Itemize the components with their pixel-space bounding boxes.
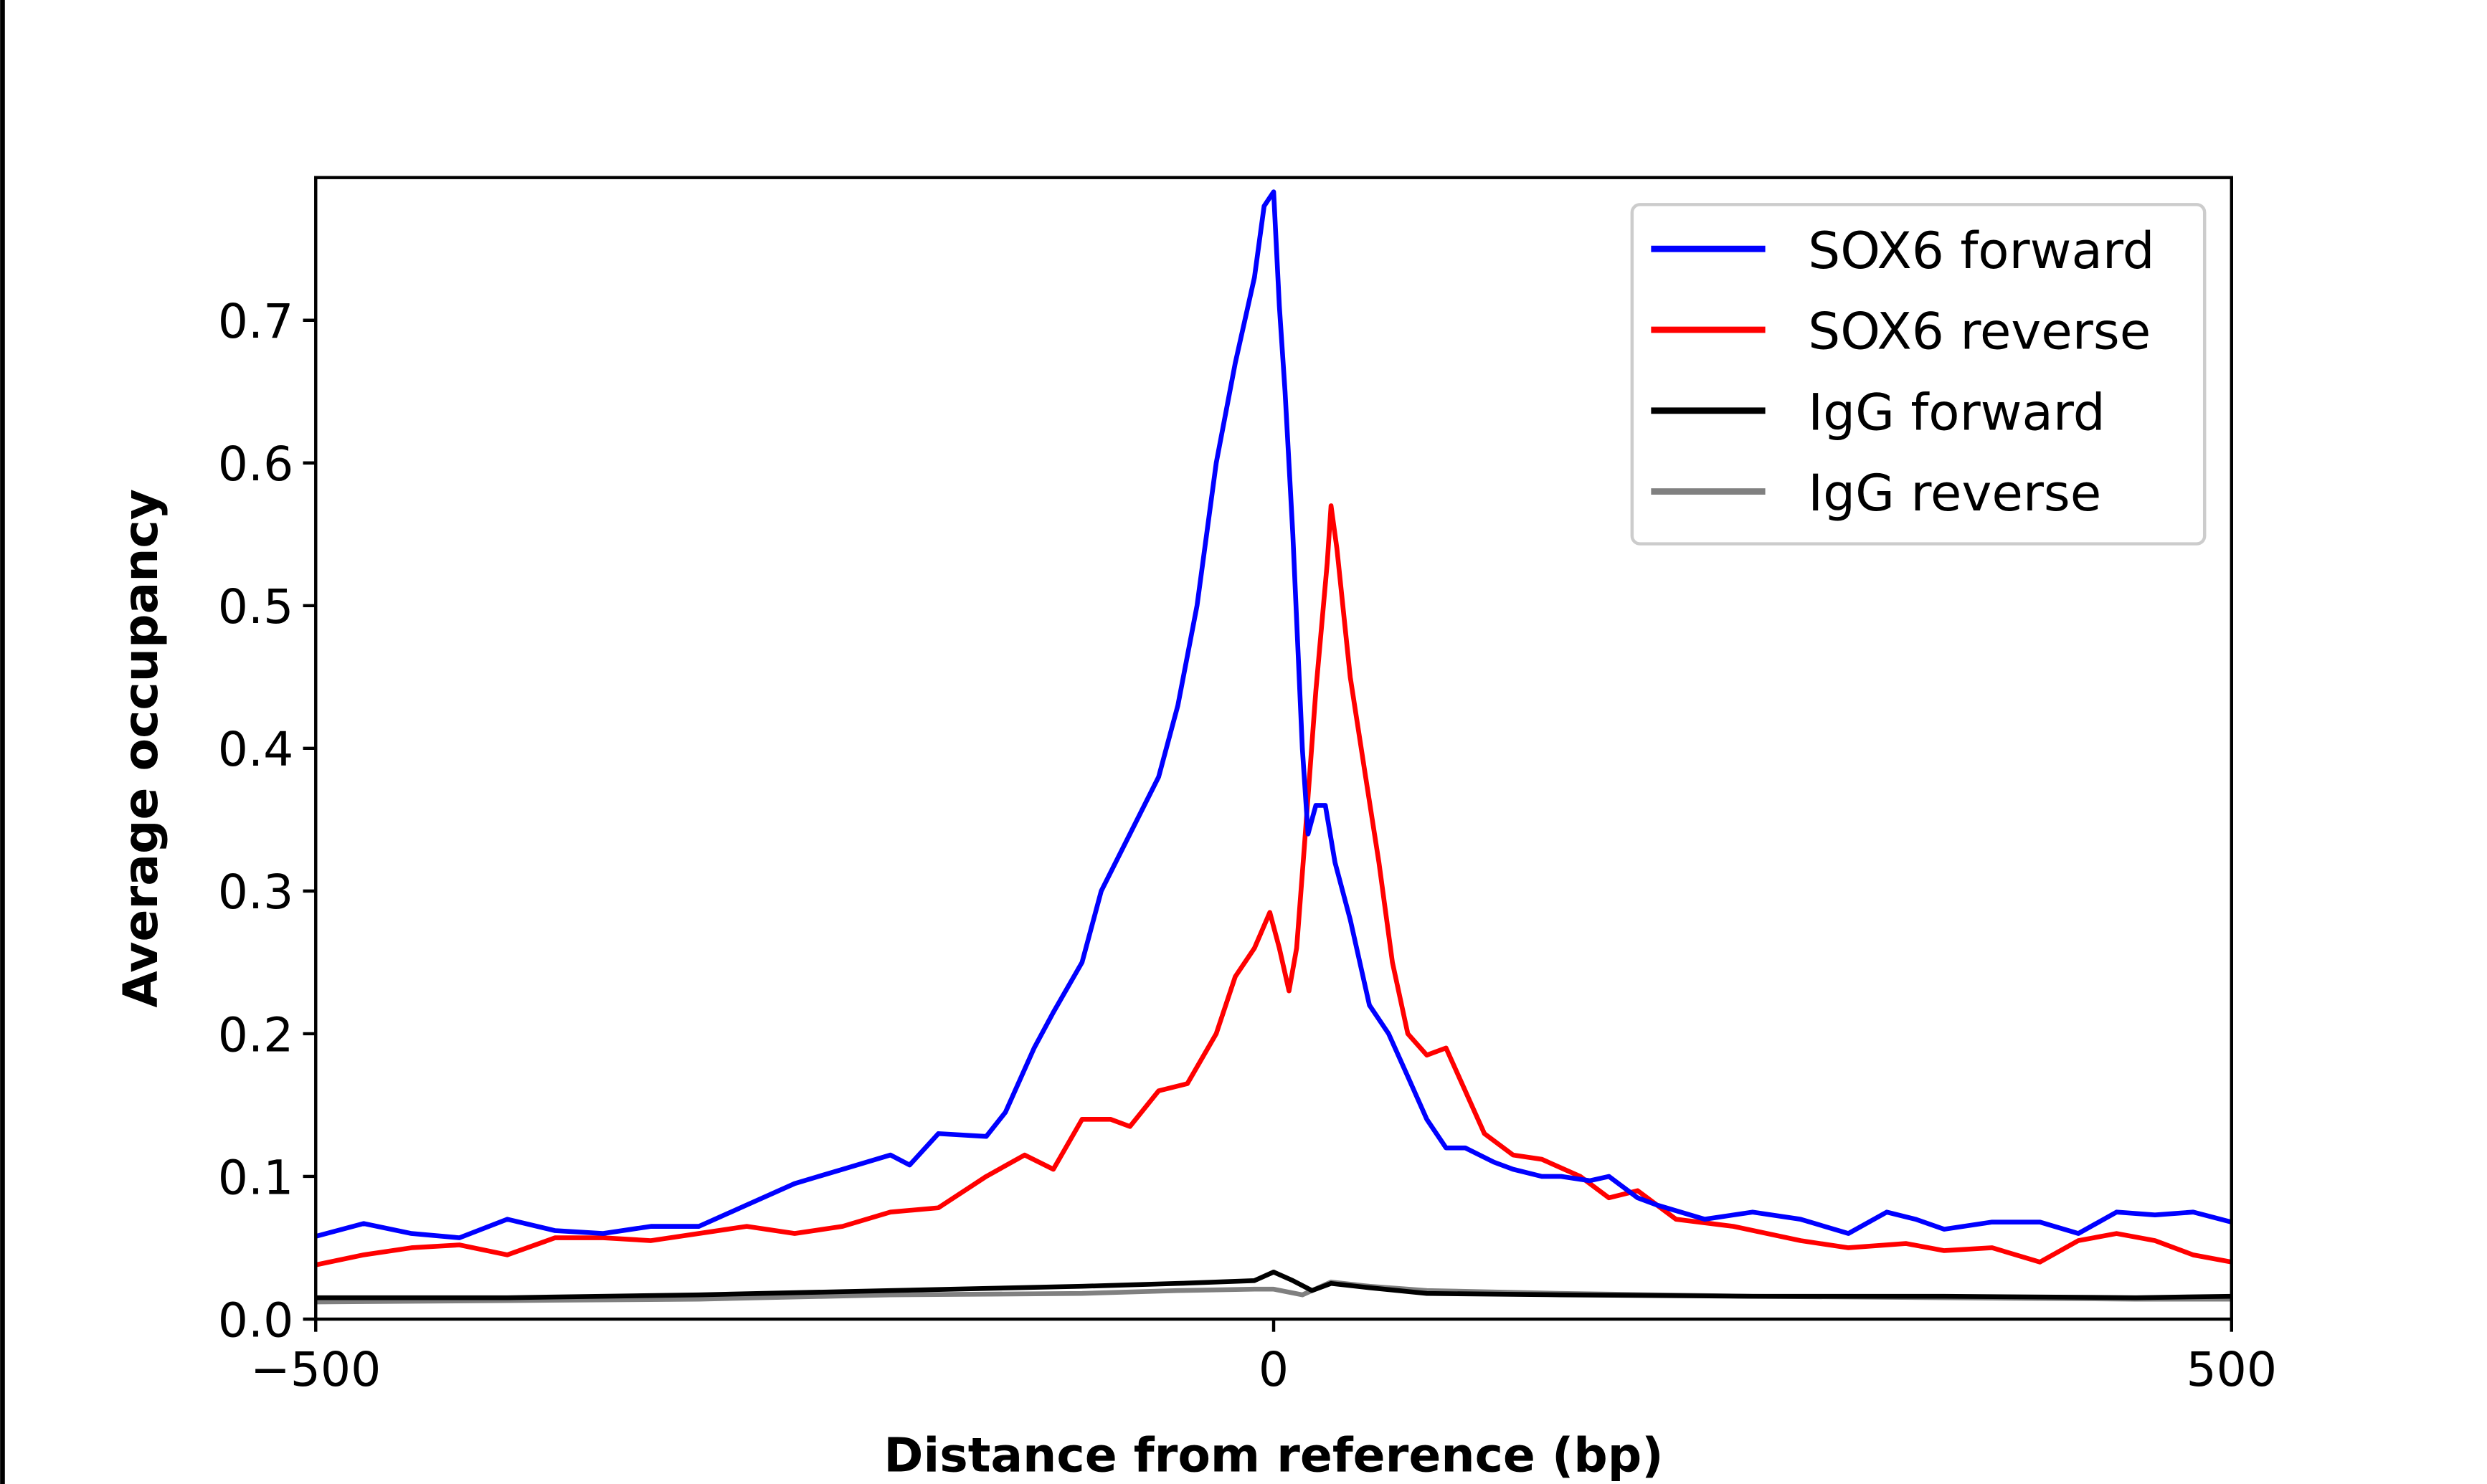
- legend-label: IgG reverse: [1808, 463, 2101, 523]
- series-line-sox6-forward: [315, 189, 2232, 1240]
- y-axis-label: Average occupancy: [113, 489, 169, 1008]
- axis-ticks: −500 0 500 0.0 0.1 0.2 0.3 0.4 0.5 0.6 0.7: [218, 293, 2277, 1397]
- series-layer: [315, 189, 2232, 1305]
- y-tick-label: 0.6: [218, 436, 293, 492]
- series-line-igg-forward: [316, 1270, 2232, 1300]
- series-line-igg-reverse: [316, 1279, 2232, 1305]
- series-line-sox6-reverse: [315, 503, 2232, 1267]
- legend-label: IgG forward: [1808, 382, 2105, 442]
- left-border: [0, 0, 5, 1484]
- y-tick-label: 0.3: [218, 864, 293, 920]
- y-tick-label: 0.1: [218, 1149, 293, 1205]
- y-tick-label: 0.0: [218, 1292, 293, 1348]
- x-axis-label: Distance from reference (bp): [884, 1427, 1663, 1483]
- x-tick-label: 0: [1259, 1341, 1289, 1397]
- x-tick-label: 500: [2186, 1341, 2277, 1397]
- legend-label: SOX6 forward: [1808, 221, 2154, 280]
- y-tick-label: 0.4: [218, 721, 293, 777]
- legend-label: SOX6 reverse: [1808, 302, 2151, 361]
- y-tick-label: 0.2: [218, 1007, 293, 1062]
- y-tick-label: 0.5: [218, 579, 293, 634]
- legend: SOX6 forward SOX6 reverse IgG forward IgG r…: [1630, 203, 2207, 546]
- y-tick-label: 0.7: [218, 293, 293, 349]
- legend-frame: [1630, 203, 2207, 546]
- x-tick-label: −500: [250, 1341, 381, 1397]
